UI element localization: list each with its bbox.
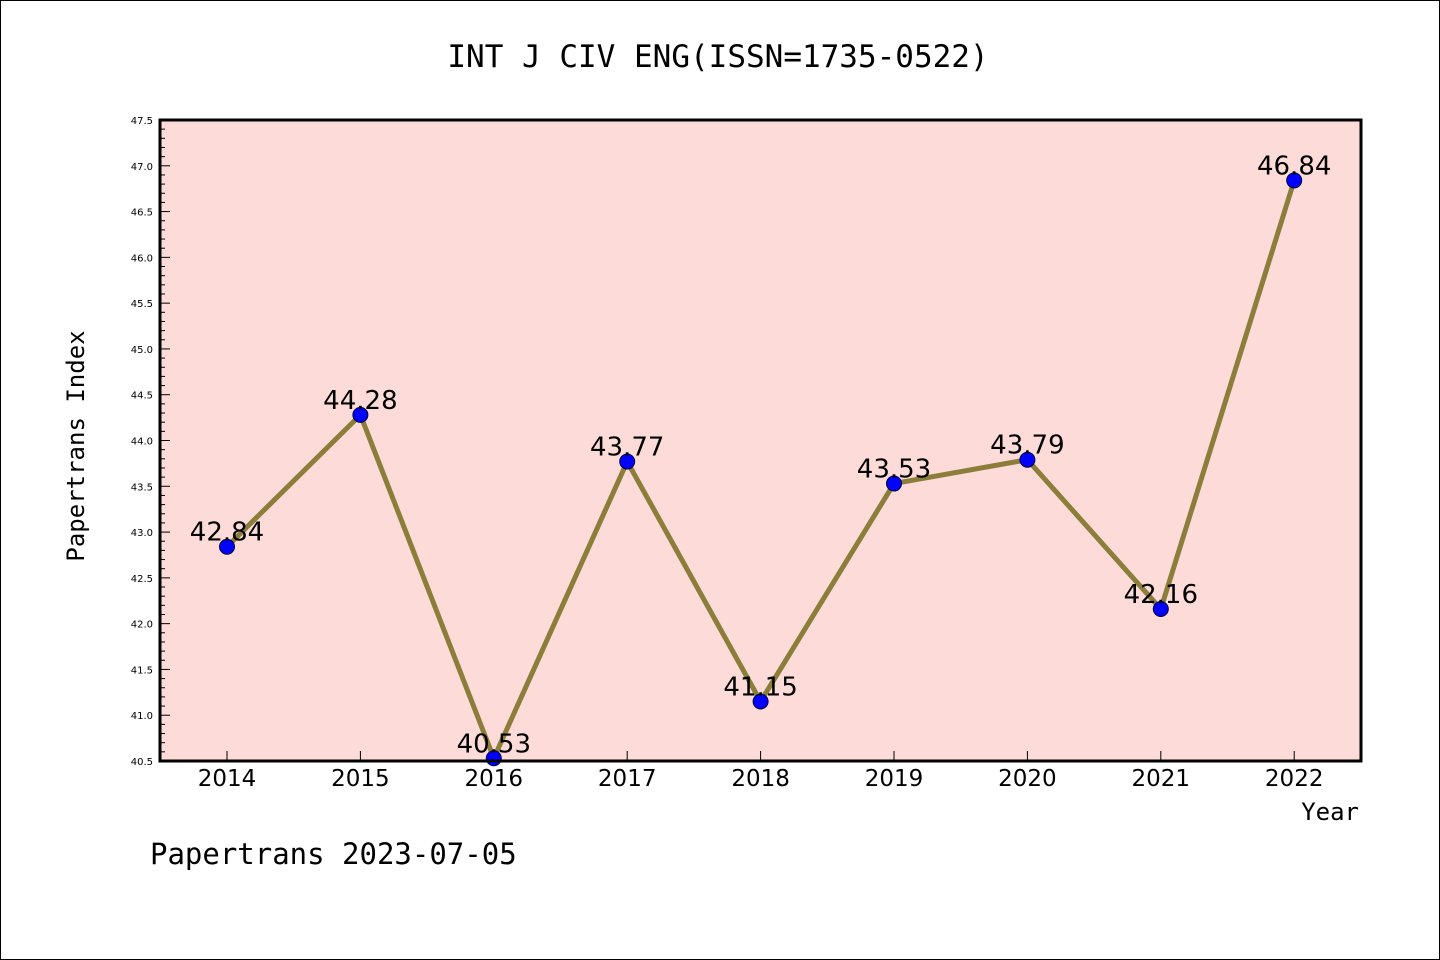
data-point — [1286, 172, 1303, 189]
chart-title: INT J CIV ENG(ISSN=1735-0522) — [447, 39, 988, 75]
y-tick-label: 47.5 — [131, 116, 153, 127]
x-tick-label: 2022 — [1265, 766, 1324, 792]
data-label: 43.53 — [857, 455, 931, 485]
data-label: 41.15 — [723, 672, 797, 702]
x-tick-label: 2014 — [198, 766, 257, 792]
data-point — [1019, 451, 1036, 468]
y-tick-label: 44.5 — [131, 391, 153, 402]
data-label: 40.53 — [457, 729, 531, 759]
plot-border — [158, 118, 1363, 763]
x-tick-label: 2016 — [465, 766, 524, 792]
data-label: 42.16 — [1124, 580, 1198, 610]
y-tick-label: 47.0 — [131, 162, 153, 173]
y-tick-label: 46.5 — [131, 208, 153, 219]
x-axis-title: Year — [1301, 798, 1359, 826]
series-group: 42.84 44.28 40.53 43.77 41.15 43.53 43.79 42.16… — [190, 151, 1331, 767]
x-axis: 2014 2015 2016 2017 2018 2019 2020 2021 2022 — [198, 751, 1324, 792]
x-tick-label: 2019 — [865, 766, 924, 792]
y-tick-label: 44.0 — [131, 437, 153, 448]
plot-area — [160, 120, 1361, 761]
y-tick-label: 42.0 — [131, 620, 153, 631]
data-point — [752, 693, 769, 710]
data-label: 44.28 — [323, 386, 397, 416]
data-point — [1152, 600, 1169, 617]
y-tick-label: 40.5 — [131, 757, 153, 768]
y-tick-label: 45.5 — [131, 299, 153, 310]
y-tick-label: 45.0 — [131, 345, 153, 356]
y-tick-label: 41.5 — [131, 665, 153, 676]
data-label: 42.84 — [190, 518, 264, 548]
y-tick-label: 41.0 — [131, 711, 153, 722]
x-tick-label: 2015 — [331, 766, 390, 792]
y-tick-label: 46.0 — [131, 253, 153, 264]
y-tick-label: 42.5 — [131, 574, 153, 585]
x-tick-label: 2018 — [731, 766, 790, 792]
y-tick-label: 43.5 — [131, 482, 153, 493]
x-tick-label: 2017 — [598, 766, 657, 792]
data-point — [619, 453, 636, 470]
footer-date: Papertrans 2023-07-05 — [150, 837, 517, 871]
data-label: 43.77 — [590, 433, 664, 463]
data-point — [886, 475, 902, 492]
y-axis-title: Papertrans Index — [62, 330, 90, 561]
x-tick-label: 2020 — [998, 766, 1057, 792]
data-point — [219, 538, 235, 555]
data-label: 43.79 — [990, 431, 1064, 461]
y-tick-label: 43.0 — [131, 528, 153, 539]
data-point — [352, 406, 369, 423]
x-tick-label: 2021 — [1132, 766, 1191, 792]
data-label: 46.84 — [1257, 151, 1331, 181]
